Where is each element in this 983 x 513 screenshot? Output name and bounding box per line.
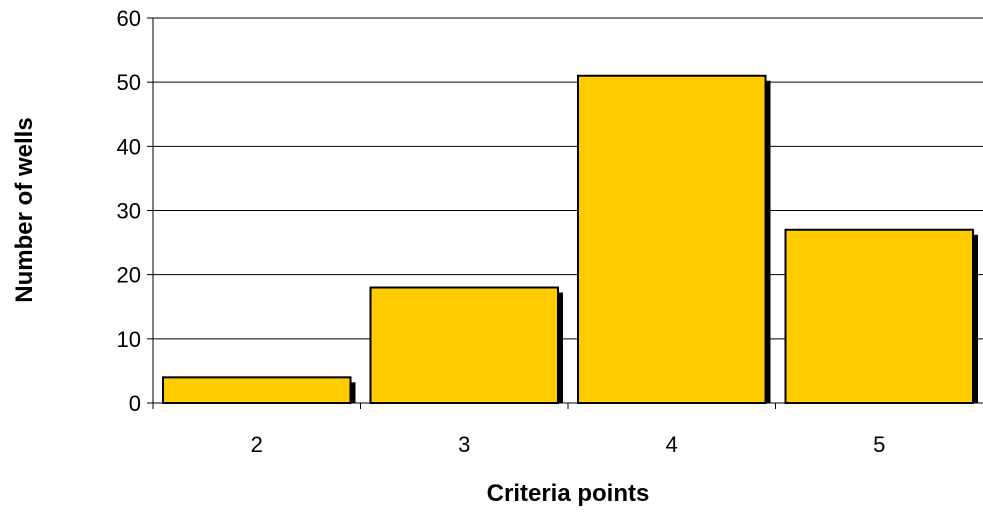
y-tick-label: 60 <box>117 6 141 31</box>
x-tick-label: 4 <box>666 432 678 457</box>
bar-3 <box>369 286 559 404</box>
bars <box>162 74 978 405</box>
x-tick-label: 5 <box>873 432 885 457</box>
axes <box>147 17 983 409</box>
y-tick-label: 50 <box>117 70 141 95</box>
y-tick-label: 10 <box>117 327 141 352</box>
x-tick-labels: 2 3 4 5 <box>251 432 886 457</box>
x-axis-title: Criteria points <box>487 480 650 507</box>
y-tick-label: 0 <box>129 391 141 416</box>
y-tick-label: 20 <box>117 263 141 288</box>
bar-4 <box>577 74 767 404</box>
y-tick-labels: 0 10 20 30 40 50 60 <box>117 6 141 416</box>
bar-2 <box>162 376 352 405</box>
bar-5 <box>784 228 974 404</box>
x-tick-label: 3 <box>458 432 470 457</box>
y-axis-title: Number of wells <box>11 117 38 302</box>
x-tick-label: 2 <box>251 432 263 457</box>
y-tick-label: 40 <box>117 134 141 159</box>
y-tick-label: 30 <box>117 199 141 224</box>
